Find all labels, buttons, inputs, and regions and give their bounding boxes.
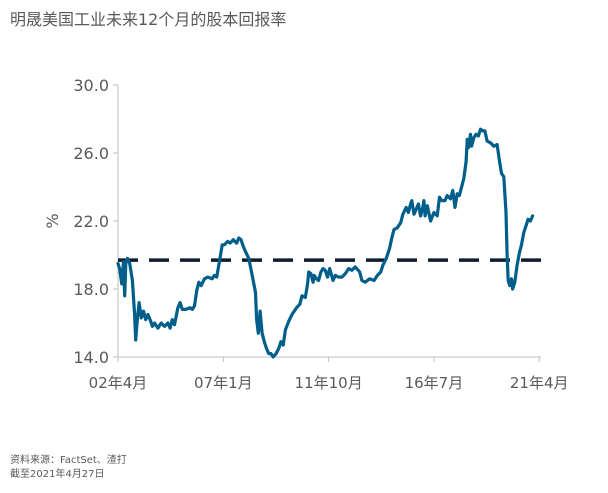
x-tick-label: 21年4月 <box>510 374 569 392</box>
x-tick-label: 02年4月 <box>89 374 148 392</box>
x-tick-label: 16年7月 <box>405 374 464 392</box>
roe-series-line <box>118 129 533 357</box>
x-tick-label: 11年10月 <box>295 374 363 392</box>
x-axis: 02年4月 07年1月 11年10月 16年7月 21年4月 <box>89 357 569 392</box>
y-axis-label: % <box>43 213 62 228</box>
source-footnote: 资料来源：FactSet、渣打 <box>10 451 127 466</box>
date-footnote: 截至2021年4月27日 <box>10 465 105 480</box>
y-tick-label: 18.0 <box>73 280 109 299</box>
x-tick-label: 07年1月 <box>194 374 253 392</box>
y-tick-label: 14.0 <box>73 348 109 367</box>
y-tick-label: 22.0 <box>73 212 109 231</box>
y-tick-label: 26.0 <box>73 144 109 163</box>
y-tick-label: 30.0 <box>73 76 109 95</box>
y-axis: 14.0 18.0 22.0 26.0 30.0 <box>73 76 118 367</box>
